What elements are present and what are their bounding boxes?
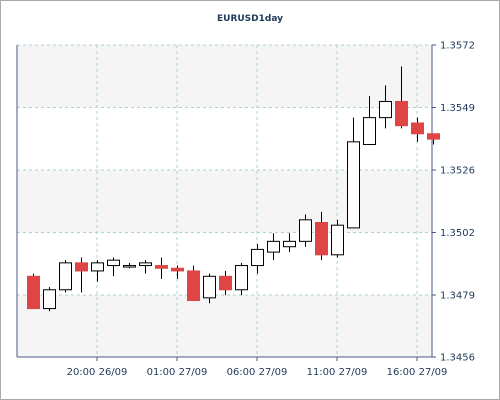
bearish-candle (411, 117, 424, 142)
bullish-candle (363, 96, 376, 146)
candle-body (395, 100, 408, 127)
y-tick-label: 1.3502 (440, 228, 475, 239)
bullish-candle (139, 260, 152, 274)
candle-body (203, 275, 216, 299)
bullish-candle (347, 117, 360, 229)
y-axis-tick-labels: 1.3572 1.3549 1.3526 1.3502 1.3479 1.3456 (440, 41, 475, 364)
candle-body (363, 117, 376, 146)
bearish-candle (315, 211, 328, 261)
candle-body (347, 141, 360, 229)
bullish-candle (235, 262, 248, 296)
candle-body (283, 240, 296, 248)
y-tick-label: 1.3549 (440, 103, 475, 114)
background-band (17, 170, 432, 233)
x-tick-label: 16:00 27/09 (387, 367, 448, 378)
bullish-candle (379, 85, 392, 129)
candles (27, 66, 440, 312)
bullish-candle (267, 233, 280, 261)
background-band (17, 295, 432, 357)
x-axis-tick-labels: 20:00 26/09 01:00 27/09 06:00 27/09 11:00 2… (67, 367, 448, 378)
axes (16, 44, 436, 361)
candle-body (315, 222, 328, 256)
bullish-candle (283, 233, 296, 253)
chart-title: EURUSD1day (217, 14, 283, 24)
bearish-candle (427, 133, 440, 145)
candle-body (171, 267, 184, 272)
candle-body (331, 224, 344, 256)
candle-body (75, 262, 88, 272)
x-tick-label: 06:00 27/09 (227, 367, 288, 378)
candle-body (187, 270, 200, 302)
bullish-candle (331, 219, 344, 258)
bullish-candle (299, 214, 312, 247)
bullish-candle (107, 257, 120, 277)
y-tick-label: 1.3479 (440, 291, 475, 302)
bearish-candle (187, 265, 200, 302)
candle-body (139, 262, 152, 267)
candle-body (123, 265, 136, 268)
y-tick-label: 1.3526 (440, 166, 475, 177)
bullish-candle (123, 262, 136, 269)
candle-body (91, 262, 104, 272)
gridlines (17, 44, 432, 358)
bearish-candle (219, 270, 232, 296)
bearish-candle (75, 257, 88, 293)
candle-body (411, 122, 424, 135)
bullish-candle (251, 244, 264, 274)
candle-body (427, 133, 440, 140)
bearish-candle (395, 66, 408, 129)
x-tick-label: 20:00 26/09 (67, 367, 128, 378)
x-tick-label: 11:00 27/09 (307, 367, 368, 378)
candle-body (219, 275, 232, 291)
bearish-candle (171, 265, 184, 279)
candle-body (155, 265, 168, 269)
candle-body (59, 262, 72, 291)
background-band (17, 45, 432, 108)
background-bands (17, 45, 432, 357)
bullish-candle (59, 260, 72, 293)
x-tick-label: 01:00 27/09 (147, 367, 208, 378)
candle-body (27, 275, 40, 310)
bullish-candle (43, 287, 56, 312)
bearish-candle (155, 257, 168, 279)
candle-body (251, 248, 264, 267)
candle-body (299, 219, 312, 242)
candle-body (267, 240, 280, 253)
y-tick-label: 1.3572 (440, 41, 475, 52)
bullish-candle (203, 273, 216, 304)
candle-body (43, 289, 56, 310)
y-tick-label: 1.3456 (440, 353, 475, 364)
bullish-candle (91, 260, 104, 282)
candle-body (379, 100, 392, 119)
candle-body (235, 265, 248, 291)
candle-body (107, 259, 120, 267)
bearish-candle (27, 273, 40, 310)
